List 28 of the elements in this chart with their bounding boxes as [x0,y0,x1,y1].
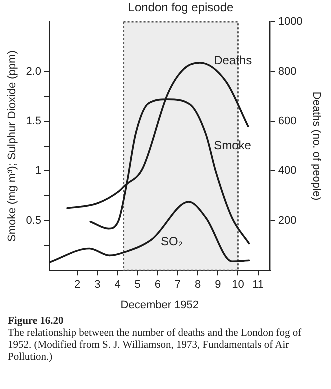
y-tick-label: 0.5 [26,214,42,227]
y-tick-label: 2.0 [26,66,42,78]
x-tick-label: 2 [74,279,81,292]
y2-tick-label: 200 [278,214,297,227]
y2-tick-label: 400 [278,165,297,178]
y2-tick-label: 1000 [278,16,303,28]
series-label: Deaths [214,53,252,68]
x-tick-label: 9 [215,279,222,292]
y2-tick-label: 800 [278,66,297,78]
x-tick-label: 5 [134,279,141,292]
series-label: Smoke [214,138,252,153]
y-tick-label: 1 [35,165,42,178]
x-tick-label: 6 [154,279,161,292]
y-axis-title: Smoke (mg m³); Sulphur Dioxide (ppm) [6,50,19,242]
x-tick-label: 11 [252,279,264,292]
x-tick-label: 3 [94,279,101,292]
x-tick-label: 7 [174,279,182,292]
x-tick-label: 4 [114,279,121,292]
series-label: SO₂ [161,234,184,248]
x-tick-label: 8 [194,279,202,292]
x-tick-label: 10 [232,279,244,292]
band-label: London fog episode [128,0,234,14]
text: The relationship between the number of deaths and the London fog of 1952. (Modified from S. J. Williamson, 1973, Fundamentals of Air Pollution.) [8,328,303,364]
y2-tick-label: 600 [278,115,297,128]
y2-axis-title: Deaths (no. of people) [310,92,322,201]
caption: Figure 16.20 [8,316,65,328]
x-axis-title: December 1952 [120,299,200,312]
y-tick-label: 1.5 [26,115,42,128]
